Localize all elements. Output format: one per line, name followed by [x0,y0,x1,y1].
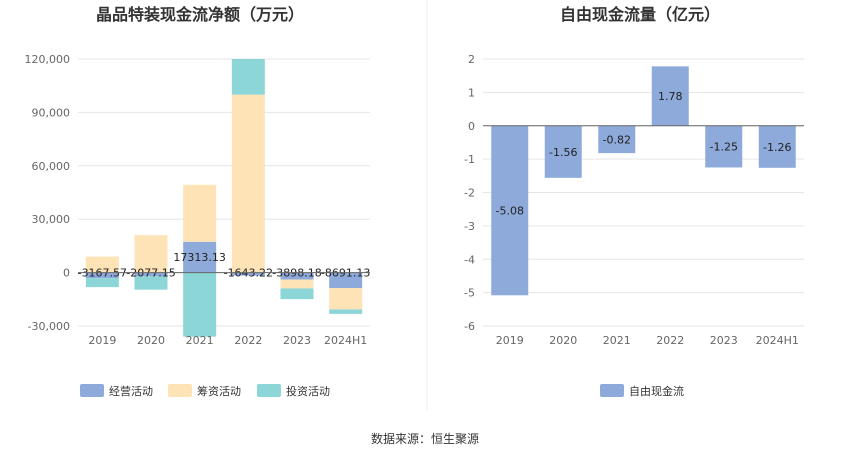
bar-investing [231,59,265,95]
legend-swatch [168,384,192,397]
x-tick-label: 2023 [283,334,311,347]
y-tick-label: 60,000 [32,160,71,173]
legend-label: 投资活动 [286,384,330,398]
bar-financing [231,94,265,273]
bar-operating [134,272,168,277]
legend-swatch [80,384,104,397]
y-tick-label: 90,000 [32,106,71,119]
legend-label: 经营活动 [109,384,153,398]
legend-label: 筹资活动 [197,384,241,398]
bar-financing [85,256,119,273]
data-label: -1.25 [710,141,738,154]
x-tick-label: 2022 [656,334,684,347]
bar-fcf [544,125,582,178]
x-tick-label: 2023 [710,334,738,347]
y-tick-label: -1 [464,153,475,166]
y-tick-label: -4 [464,253,475,266]
y-tick-label: -3 [464,220,475,233]
data-label: -5.08 [496,205,524,218]
data-label: -0.82 [603,133,631,146]
legend-swatch [600,384,624,397]
x-tick-label: 2021 [603,334,631,347]
bar-investing [280,288,314,300]
bar-fcf [598,125,636,154]
data-label: -1.56 [549,146,577,159]
bar-fcf [651,66,689,126]
data-source: 数据来源：恒生聚源 [371,431,479,446]
bar-operating [231,272,265,276]
y-tick-label: -5 [464,287,475,300]
bar-investing [329,309,363,314]
bar-fcf [758,125,796,168]
bar-financing [280,279,314,289]
bar-operating [85,272,119,279]
bar-investing [134,276,168,290]
data-label: -1.26 [763,141,791,154]
bar-investing [85,278,119,288]
bar-operating [280,272,314,280]
data-label: 17313.13 [173,251,226,264]
x-tick-label: 2024H1 [756,334,799,347]
x-tick-label: 2020 [549,334,577,347]
y-tick-label: -2 [464,187,475,200]
bar-operating [329,272,363,289]
y-tick-label: 0 [63,267,70,280]
x-tick-label: 2019 [496,334,524,347]
y-tick-label: 1 [468,86,475,99]
y-tick-label: -30,000 [28,320,70,333]
data-label: 1.78 [658,90,683,103]
bar-operating [183,241,217,273]
legend-swatch [257,384,281,397]
chart-title: 自由现金流量（亿元） [560,5,720,24]
bar-financing [183,184,217,242]
y-tick-label: -6 [464,320,475,333]
legend-label: 自由现金流 [629,384,684,398]
x-tick-label: 2021 [186,334,214,347]
chart-title: 晶品特装现金流净额（万元） [96,5,304,24]
bar-fcf [491,125,529,296]
x-tick-label: 2024H1 [324,334,367,347]
x-tick-label: 2020 [137,334,165,347]
y-tick-label: 30,000 [32,213,71,226]
x-tick-label: 2019 [88,334,116,347]
x-tick-label: 2022 [234,334,262,347]
y-tick-label: 120,000 [25,53,71,66]
bar-financing [134,235,168,273]
y-tick-label: 2 [468,53,475,66]
y-tick-label: 0 [468,120,475,133]
bar-financing [329,288,363,310]
bar-investing [183,272,217,337]
bar-fcf [705,125,743,168]
